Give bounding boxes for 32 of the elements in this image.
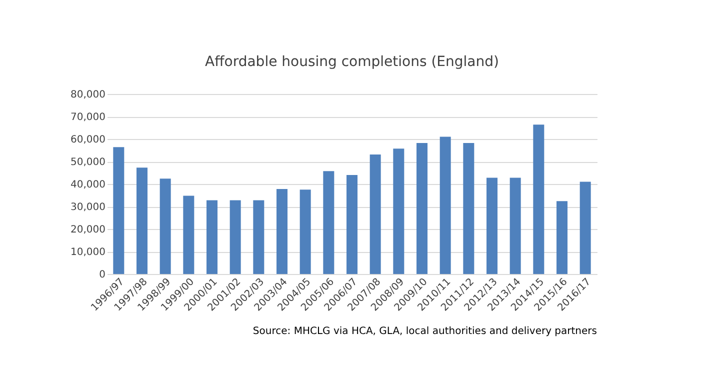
bar <box>486 178 498 274</box>
y-tick-label: 60,000 <box>70 134 106 146</box>
bar <box>230 200 241 274</box>
bar <box>556 201 568 274</box>
bar <box>463 143 474 274</box>
bar <box>276 188 288 274</box>
bar <box>160 178 171 274</box>
bar <box>370 154 381 274</box>
bar <box>580 182 591 274</box>
y-tick-label: 0 <box>99 270 106 280</box>
y-tick-label: 20,000 <box>70 224 106 236</box>
bar <box>323 171 334 274</box>
bar <box>416 143 428 274</box>
bar <box>393 148 404 274</box>
y-tick-label: 50,000 <box>70 157 106 168</box>
y-tick-label: 10,000 <box>70 247 106 258</box>
bar <box>253 200 264 274</box>
bar <box>183 196 194 274</box>
bar <box>510 178 521 274</box>
bar <box>113 147 124 274</box>
y-tick-label: 80,000 <box>70 90 106 100</box>
bar <box>300 190 311 274</box>
bar <box>533 124 544 274</box>
y-tick-label: 40,000 <box>70 180 106 190</box>
source-note: Source: MHCLG via HCA, GLA, local authorities and delivery partners <box>252 326 597 337</box>
bar <box>136 168 148 274</box>
chart-title: Affordable housing completions (England) <box>205 54 499 70</box>
bar <box>206 200 218 274</box>
bar <box>346 175 358 274</box>
y-tick-label: 70,000 <box>70 112 106 123</box>
y-tick-label: 30,000 <box>70 202 106 213</box>
bar <box>440 136 451 274</box>
